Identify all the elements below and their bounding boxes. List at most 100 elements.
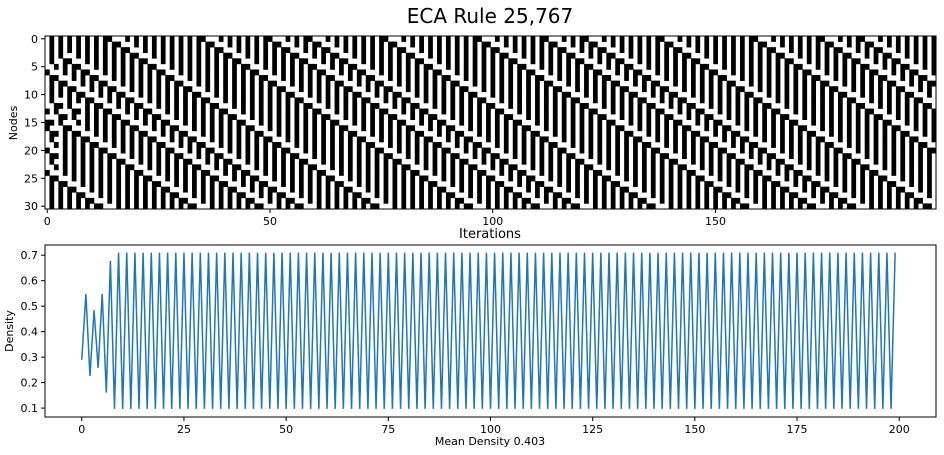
heatmap-cell — [904, 47, 910, 54]
heatmap-cell — [717, 75, 723, 81]
heatmap-cell — [913, 52, 919, 59]
heatmap-cell — [526, 80, 531, 87]
heatmap-cell — [67, 197, 73, 204]
heatmap-cell — [441, 153, 447, 160]
heatmap-cell — [606, 142, 612, 148]
heatmap-cell — [592, 169, 598, 176]
heatmap-cell — [802, 181, 808, 187]
heatmap-cell — [717, 158, 723, 165]
heatmap-cell — [739, 41, 745, 48]
heatmap-cell — [624, 136, 629, 143]
heatmap-cell — [76, 192, 81, 199]
heatmap-cell — [209, 175, 215, 182]
heatmap-cell — [530, 153, 536, 160]
heatmap-cell — [802, 108, 808, 115]
heatmap-cell — [575, 169, 580, 176]
heatmap-cell — [49, 58, 55, 65]
heatmap-cell — [486, 125, 491, 132]
heatmap-cell — [120, 91, 126, 98]
heatmap-cell — [584, 169, 589, 176]
heatmap-cell — [290, 186, 295, 193]
heatmap-cell — [753, 186, 759, 193]
heatmap-cell — [272, 41, 277, 48]
heatmap-cell — [94, 75, 99, 81]
heatmap-cell — [659, 153, 665, 160]
heatmap-cell — [209, 108, 215, 115]
heatmap-cell — [521, 41, 527, 48]
heatmap-cell — [209, 136, 215, 143]
heatmap-cell — [633, 175, 638, 182]
heatmap-cell — [463, 147, 469, 154]
heatmap-cell — [58, 36, 64, 42]
heatmap-cell — [833, 86, 839, 93]
heatmap-cell — [762, 192, 767, 199]
heatmap-cell — [419, 181, 424, 187]
heatmap-cell — [766, 164, 772, 171]
heatmap-cell — [307, 86, 313, 93]
heatmap-cell — [89, 97, 95, 104]
heatmap-cell — [771, 186, 776, 193]
heatmap-cell — [619, 47, 625, 54]
heatmap-cell — [784, 63, 790, 70]
heatmap-cell — [650, 169, 656, 176]
heatmap-cell — [459, 130, 465, 137]
heatmap-cell — [134, 203, 139, 210]
heatmap-cell — [668, 91, 674, 98]
heatmap-cell — [802, 125, 808, 132]
heatmap-cell — [780, 197, 785, 204]
heatmap-cell — [753, 102, 759, 109]
heatmap-cell — [321, 136, 326, 143]
heatmap-cell — [281, 164, 286, 171]
heatmap-cell — [107, 91, 113, 98]
heatmap-cell — [196, 164, 202, 171]
heatmap-cell — [174, 80, 179, 87]
heatmap-cell — [134, 181, 139, 187]
heatmap-cell — [111, 153, 117, 160]
heatmap-cell — [290, 75, 295, 81]
heatmap-cell — [437, 47, 442, 54]
heatmap-cell — [931, 108, 937, 115]
heatmap-cell — [370, 36, 375, 42]
heatmap-cell — [793, 169, 799, 176]
heatmap-cell — [918, 75, 923, 81]
heatmap-cell — [477, 102, 482, 109]
heatmap-cell — [285, 197, 291, 204]
heatmap-cell — [646, 52, 652, 59]
heatmap-cell — [196, 63, 202, 70]
heatmap-cell — [392, 114, 398, 121]
heatmap-cell — [887, 108, 892, 115]
heatmap-cell — [325, 97, 331, 104]
heatmap-y-label: Nodes — [7, 106, 20, 141]
heatmap-cell — [641, 169, 647, 176]
heatmap-cell — [107, 164, 113, 171]
heatmap-cell — [143, 114, 148, 121]
heatmap-cell — [49, 36, 55, 42]
heatmap-cell — [927, 186, 932, 193]
heatmap-cell — [405, 80, 411, 87]
heatmap-cell — [116, 41, 122, 48]
heatmap-cell — [143, 47, 148, 54]
heatmap-cell — [802, 75, 808, 81]
heatmap-cell — [316, 186, 322, 193]
heatmap-cell — [67, 186, 73, 193]
heatmap-cell — [508, 102, 514, 109]
heatmap-x-tick-label: 100 — [482, 215, 503, 228]
heatmap-cell — [227, 136, 233, 143]
heatmap-cell — [628, 91, 634, 98]
heatmap-cell — [316, 203, 322, 210]
heatmap-cell — [882, 153, 888, 160]
heatmap-cell — [535, 91, 540, 98]
heatmap-cell — [178, 58, 184, 65]
heatmap-cell — [267, 186, 273, 193]
heatmap-cell — [76, 197, 81, 204]
heatmap-cell — [887, 52, 892, 59]
heatmap-cell — [664, 58, 669, 65]
heatmap-cell — [584, 75, 589, 81]
heatmap-cell — [486, 175, 491, 182]
heatmap-cell — [454, 41, 460, 48]
heatmap-cell — [784, 186, 790, 193]
heatmap-cell — [116, 114, 122, 121]
heatmap-cell — [708, 91, 714, 98]
heatmap-cell — [864, 114, 870, 121]
heatmap-cell — [887, 186, 892, 193]
